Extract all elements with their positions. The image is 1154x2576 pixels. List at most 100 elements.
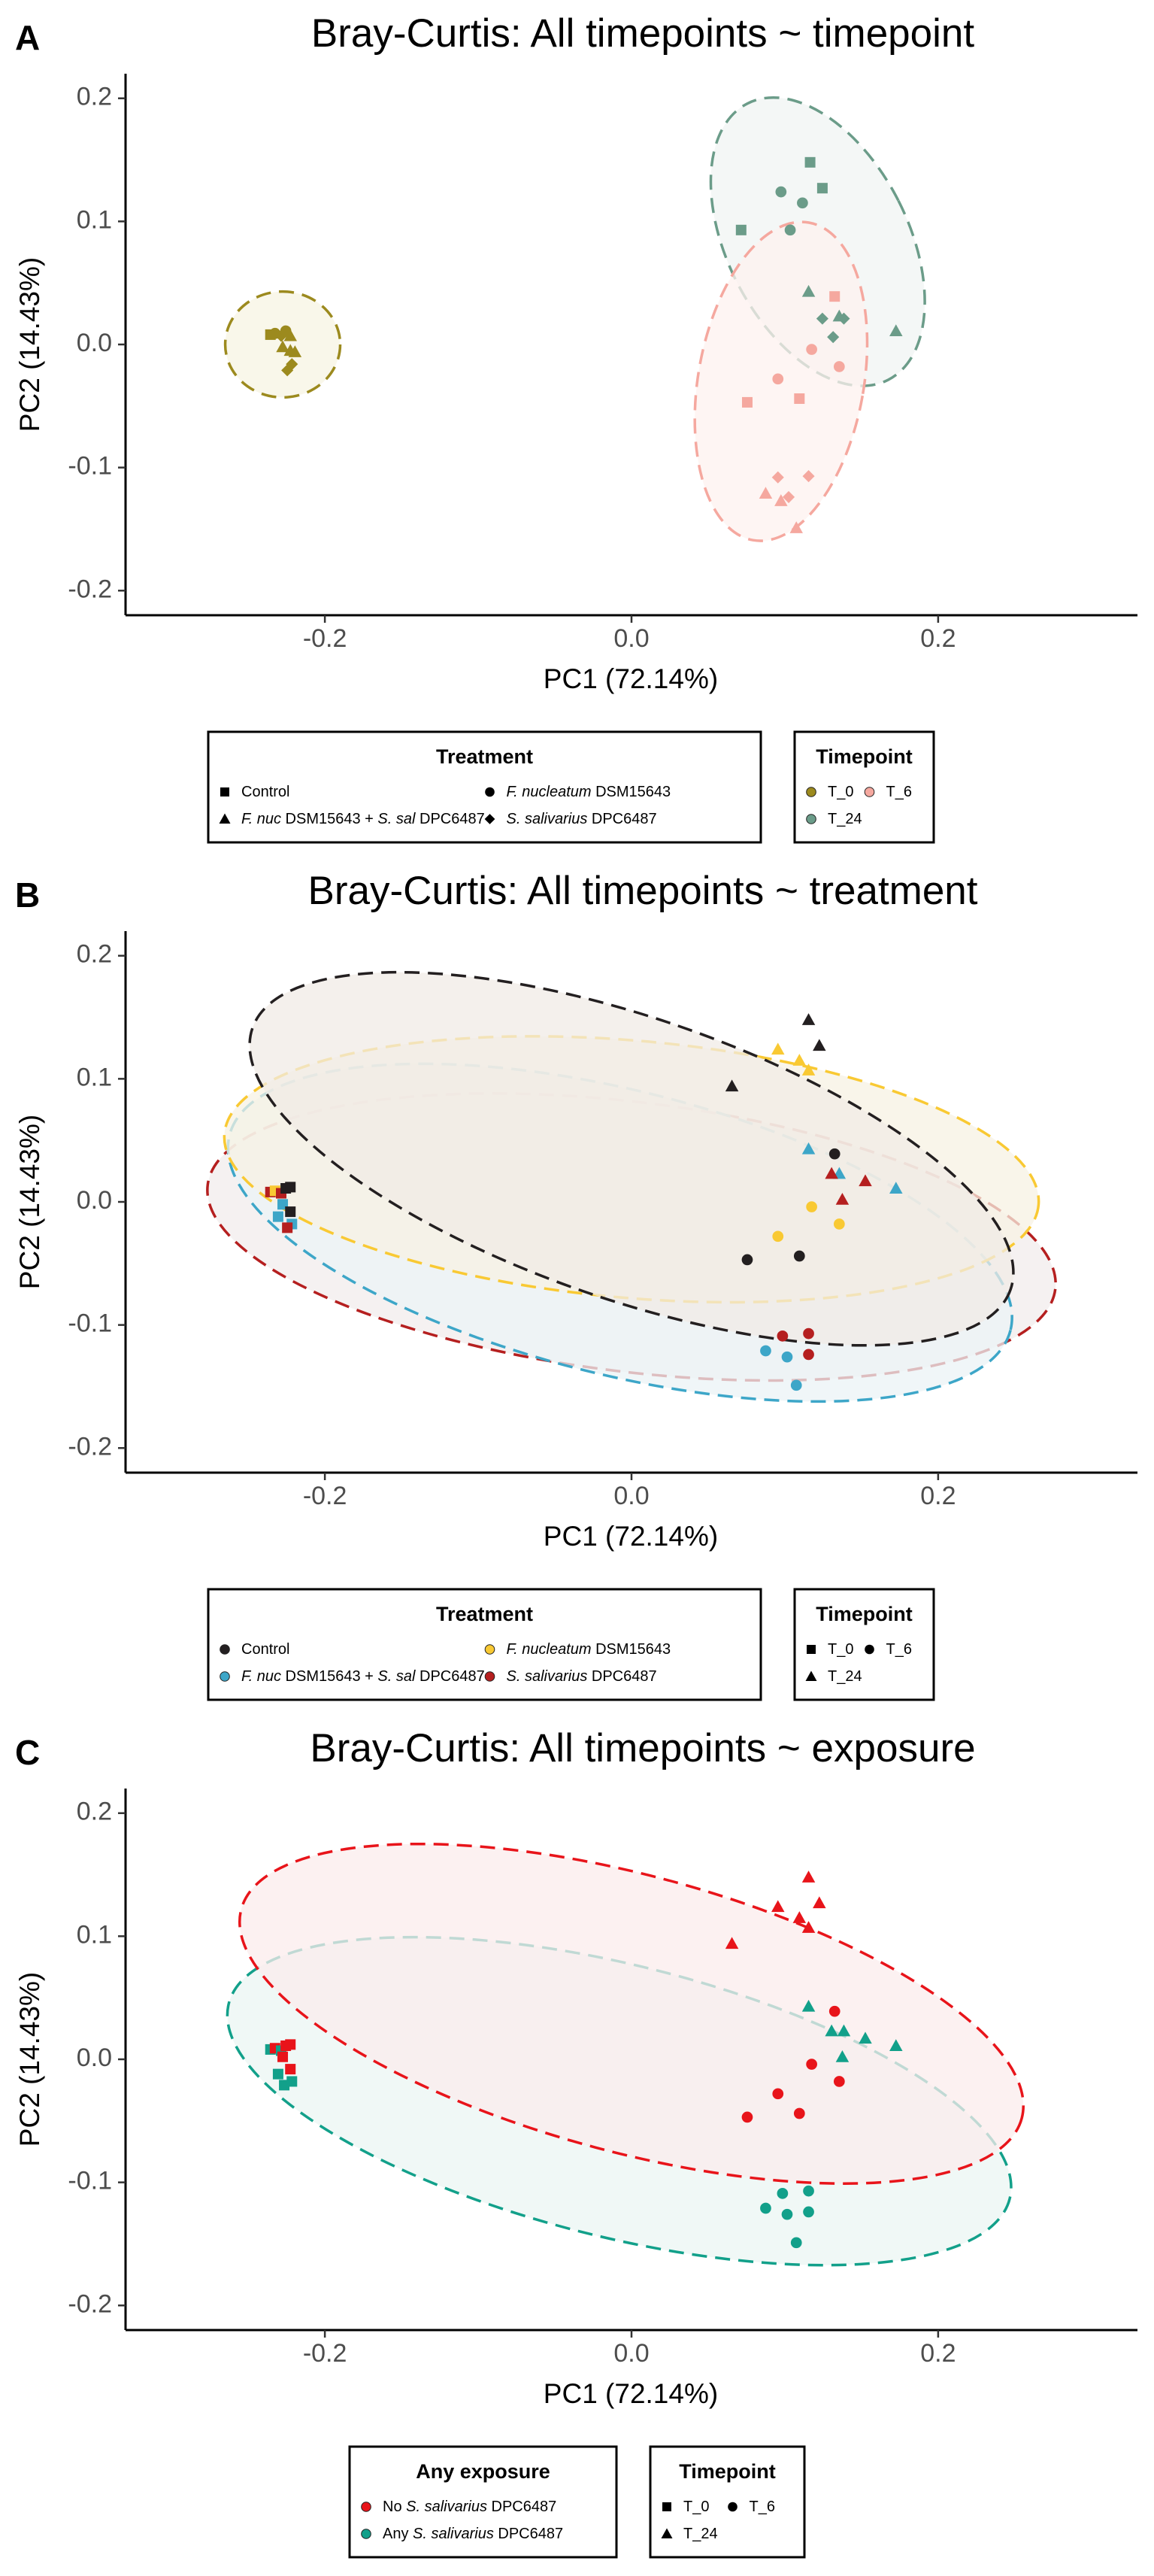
data-point [288, 345, 302, 357]
chart-panel-a: A Bray-Curtis: All timepoints ~ timepoint… [14, 11, 1137, 844]
data-point [282, 1222, 293, 1233]
legend-key [806, 787, 816, 797]
data-point [774, 494, 788, 506]
data-point [760, 2202, 771, 2214]
y-tick-label: 0.2 [77, 1798, 112, 1826]
y-tick-label: -0.1 [68, 1309, 112, 1338]
y-axis-title: PC2 (14.43%) [14, 1972, 45, 2147]
data-point [272, 1211, 283, 1222]
data-point [760, 1345, 771, 1357]
data-point [792, 1911, 807, 1923]
data-point [825, 1167, 838, 1179]
data-point [804, 156, 816, 168]
legend-item-label: T_24 [683, 2526, 718, 2542]
chart-title: Bray-Curtis: All timepoints ~ treatment [307, 869, 977, 913]
x-tick-label: 0.0 [613, 1482, 649, 1510]
legend-box [793, 730, 935, 844]
legend-key [220, 1671, 230, 1682]
data-point [813, 1039, 826, 1051]
x-tick-label: 0.2 [920, 2339, 956, 2368]
data-point [833, 2076, 845, 2087]
data-point [889, 1182, 903, 1194]
legend-item-label: T_6 [886, 1641, 912, 1658]
data-point [835, 1192, 850, 1205]
legend-key [361, 2529, 371, 2539]
panel-label: B [15, 875, 40, 915]
data-point [802, 470, 815, 483]
data-point [772, 2088, 784, 2100]
x-tick-label: -0.2 [303, 2339, 347, 2368]
data-point [813, 1896, 826, 1909]
y-tick-label: -0.1 [68, 452, 112, 481]
chart-panel-c: C Bray-Curtis: All timepoints ~ exposure -… [14, 1726, 1137, 2559]
legend-key [220, 1644, 230, 1655]
data-point [801, 1013, 816, 1025]
legend-treatment: Treatment Control F. nucleatum DSM15643 F. … [207, 730, 762, 844]
data-point [833, 361, 845, 372]
data-point [784, 224, 796, 236]
y-tick-label: 0.0 [77, 2044, 112, 2072]
data-point [801, 284, 816, 297]
data-point [792, 1054, 807, 1066]
confidence-ellipse [238, 1842, 1025, 2185]
data-point [803, 2206, 814, 2218]
data-point [741, 396, 753, 408]
data-point [837, 2024, 851, 2037]
y-axis-title: PC2 (14.43%) [14, 1115, 45, 1289]
legend-item-label: F. nuc DSM15643 + S. sal DPC6487 [241, 811, 485, 827]
legend-key [484, 1644, 495, 1655]
data-point [279, 2080, 290, 2091]
y-tick-label: -0.2 [68, 2289, 112, 2318]
data-point [789, 521, 803, 533]
data-point [801, 1921, 816, 1933]
data-point [859, 1174, 872, 1187]
legend-box [207, 730, 762, 844]
legend-item-label: No S. salivarius DPC6487 [383, 2499, 556, 2515]
data-point [859, 2031, 872, 2044]
legend-item-label: F. nucleatum DSM15643 [507, 1641, 671, 1658]
legend-key [806, 814, 816, 824]
x-axis-title: PC1 (72.14%) [544, 2378, 718, 2409]
x-axis-title: PC1 (72.14%) [544, 663, 718, 694]
data-point [793, 1250, 805, 1262]
data-point [285, 2039, 296, 2050]
legend-timepoint: Timepoint T_0 T_6 T_24 [793, 1588, 935, 1701]
data-point [829, 291, 841, 302]
panel-label: A [15, 18, 40, 57]
legend-item-label: T_6 [750, 2499, 775, 2515]
y-tick-label: 0.0 [77, 329, 112, 357]
chart-title: Bray-Curtis: All timepoints ~ exposure [310, 1726, 975, 1770]
x-axis-title: PC1 (72.14%) [544, 1521, 718, 1552]
legend-any-exposure: Any exposure No S. salivarius DPC6487 Any … [348, 2445, 618, 2559]
data-point [735, 224, 747, 235]
legend-key [661, 2528, 673, 2538]
data-point [771, 1042, 785, 1055]
data-point [781, 1351, 793, 1363]
data-point [833, 1218, 845, 1230]
data-point [801, 1999, 816, 2012]
data-point [803, 1349, 814, 1361]
data-point [277, 2051, 289, 2062]
data-point [285, 1206, 296, 1218]
legend-key [361, 2502, 371, 2512]
legend-key [805, 1670, 817, 1681]
y-tick-label: 0.1 [77, 1920, 112, 1949]
legend-key [219, 813, 231, 824]
y-tick-label: 0.1 [77, 1063, 112, 1091]
data-point [889, 2039, 903, 2051]
data-point [772, 1230, 784, 1242]
legend-item-label: T_0 [828, 784, 853, 800]
data-point [782, 490, 795, 503]
confidence-ellipse [248, 970, 1015, 1347]
x-tick-label: -0.2 [303, 1482, 347, 1510]
legend-item-label: S. salivarius DPC6487 [507, 1668, 657, 1685]
data-point [281, 364, 294, 377]
data-point [285, 1182, 296, 1193]
data-point [797, 197, 808, 209]
data-point [806, 2059, 817, 2070]
legend-title: Timepoint [816, 1603, 913, 1625]
legend-box [649, 2445, 806, 2559]
legend-key [484, 814, 495, 824]
legend-key [485, 787, 495, 797]
